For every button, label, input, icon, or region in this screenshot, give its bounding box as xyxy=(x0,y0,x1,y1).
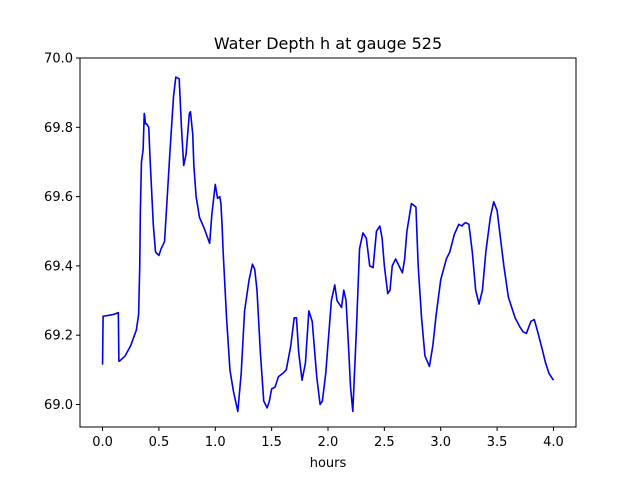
x-axis: 0.0 0.5 1.0 1.5 2.0 2.5 3.0 3.5 4.0 xyxy=(92,427,564,450)
x-tick-label: 3.5 xyxy=(487,435,508,450)
x-tick-label: 4.0 xyxy=(543,435,564,450)
chart-title: Water Depth h at gauge 525 xyxy=(214,34,442,53)
y-tick-label: 69.0 xyxy=(44,398,73,413)
x-tick-label: 1.5 xyxy=(261,435,282,450)
y-axis: 69.0 69.2 69.4 69.6 69.8 70.0 xyxy=(44,52,80,413)
y-tick-label: 69.2 xyxy=(44,329,73,344)
x-tick-label: 1.0 xyxy=(205,435,226,450)
x-axis-label: hours xyxy=(310,456,347,471)
y-tick-label: 69.4 xyxy=(44,259,73,274)
y-tick-label: 70.0 xyxy=(44,52,73,67)
x-tick-label: 0.0 xyxy=(92,435,113,450)
plot-area xyxy=(101,76,555,413)
y-tick-label: 69.8 xyxy=(44,121,73,136)
series-line-0 xyxy=(101,76,555,413)
x-tick-label: 2.5 xyxy=(374,435,395,450)
plot-frame xyxy=(79,57,577,428)
y-tick-label: 69.6 xyxy=(44,190,73,205)
x-tick-label: 2.0 xyxy=(318,435,339,450)
x-tick-label: 0.5 xyxy=(149,435,170,450)
x-tick-label: 3.0 xyxy=(430,435,451,450)
